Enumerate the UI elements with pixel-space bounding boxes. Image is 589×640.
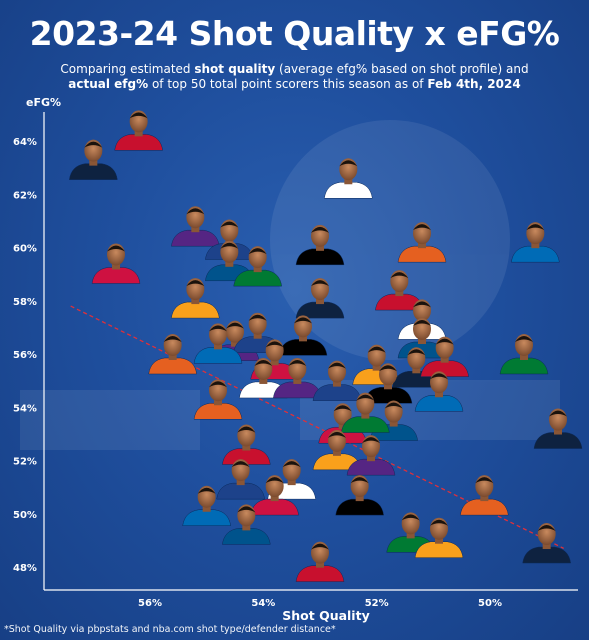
chart-subtitle: Comparing estimated shot quality (averag… bbox=[40, 62, 549, 92]
subtitle-part: (average efg% based on shot profile) and bbox=[275, 62, 529, 76]
subtitle-part: Comparing estimated bbox=[60, 62, 195, 76]
y-tick-label: 52% bbox=[13, 457, 37, 468]
player-point[interactable] bbox=[375, 270, 424, 311]
subtitle-part: Feb 4th, 2024 bbox=[427, 77, 521, 91]
chart-title: 2023-24 Shot Quality x eFG% bbox=[29, 14, 560, 53]
player-point[interactable] bbox=[250, 475, 299, 516]
player-point[interactable] bbox=[273, 357, 322, 399]
subtitle-part: shot quality bbox=[194, 62, 276, 76]
y-tick-label: 50% bbox=[13, 510, 37, 521]
y-axis-label: eFG% bbox=[26, 96, 61, 109]
background-watermark bbox=[20, 120, 560, 450]
player-point[interactable] bbox=[522, 523, 571, 564]
subtitle-part: of top 50 total point scorers this seaso… bbox=[148, 77, 428, 91]
player-point[interactable] bbox=[193, 323, 243, 364]
player-point[interactable] bbox=[312, 360, 362, 401]
player-point[interactable] bbox=[511, 222, 560, 263]
source-footnote: *Shot Quality via pbpstats and nba.com s… bbox=[4, 624, 336, 635]
player-point[interactable] bbox=[295, 278, 345, 319]
player-point[interactable] bbox=[341, 392, 390, 433]
x-tick-label: 50% bbox=[478, 598, 502, 609]
x-axis-label: Shot Quality bbox=[282, 608, 369, 623]
player-point[interactable] bbox=[216, 459, 265, 500]
x-tick-label: 56% bbox=[138, 598, 162, 609]
player-point[interactable] bbox=[420, 336, 469, 377]
y-tick-label: 60% bbox=[13, 244, 37, 255]
player-point[interactable] bbox=[171, 278, 220, 319]
x-tick-label: 52% bbox=[365, 598, 389, 609]
player-point[interactable] bbox=[69, 139, 118, 180]
y-tick-label: 62% bbox=[13, 190, 37, 201]
player-point[interactable] bbox=[182, 485, 231, 526]
x-tick-label: 54% bbox=[251, 598, 275, 609]
player-point[interactable] bbox=[414, 371, 464, 412]
player-point[interactable] bbox=[91, 243, 141, 284]
player-point[interactable] bbox=[346, 435, 396, 476]
player-point[interactable] bbox=[295, 224, 345, 266]
player-point[interactable] bbox=[295, 541, 345, 582]
y-tick-label: 58% bbox=[13, 297, 37, 308]
player-point[interactable] bbox=[205, 240, 254, 282]
player-point[interactable] bbox=[278, 315, 328, 356]
player-point[interactable] bbox=[171, 206, 220, 247]
y-tick-label: 48% bbox=[13, 563, 37, 574]
player-point[interactable] bbox=[335, 475, 384, 516]
player-point[interactable] bbox=[363, 363, 413, 404]
player-point[interactable] bbox=[233, 246, 282, 287]
player-point[interactable] bbox=[460, 475, 509, 516]
subtitle-part: actual efg% bbox=[68, 77, 149, 91]
player-point[interactable] bbox=[414, 517, 464, 558]
y-tick-label: 64% bbox=[13, 137, 37, 148]
y-tick-label: 56% bbox=[13, 350, 37, 361]
player-point[interactable] bbox=[193, 379, 243, 420]
player-point[interactable] bbox=[222, 424, 271, 465]
player-point[interactable] bbox=[499, 333, 549, 375]
player-point[interactable] bbox=[324, 158, 373, 199]
player-point[interactable] bbox=[533, 408, 583, 449]
player-point[interactable] bbox=[114, 110, 163, 151]
player-point[interactable] bbox=[222, 504, 271, 545]
player-point[interactable] bbox=[312, 429, 362, 471]
player-point[interactable] bbox=[397, 222, 447, 263]
y-tick-label: 54% bbox=[13, 403, 37, 414]
player-point[interactable] bbox=[148, 333, 197, 375]
